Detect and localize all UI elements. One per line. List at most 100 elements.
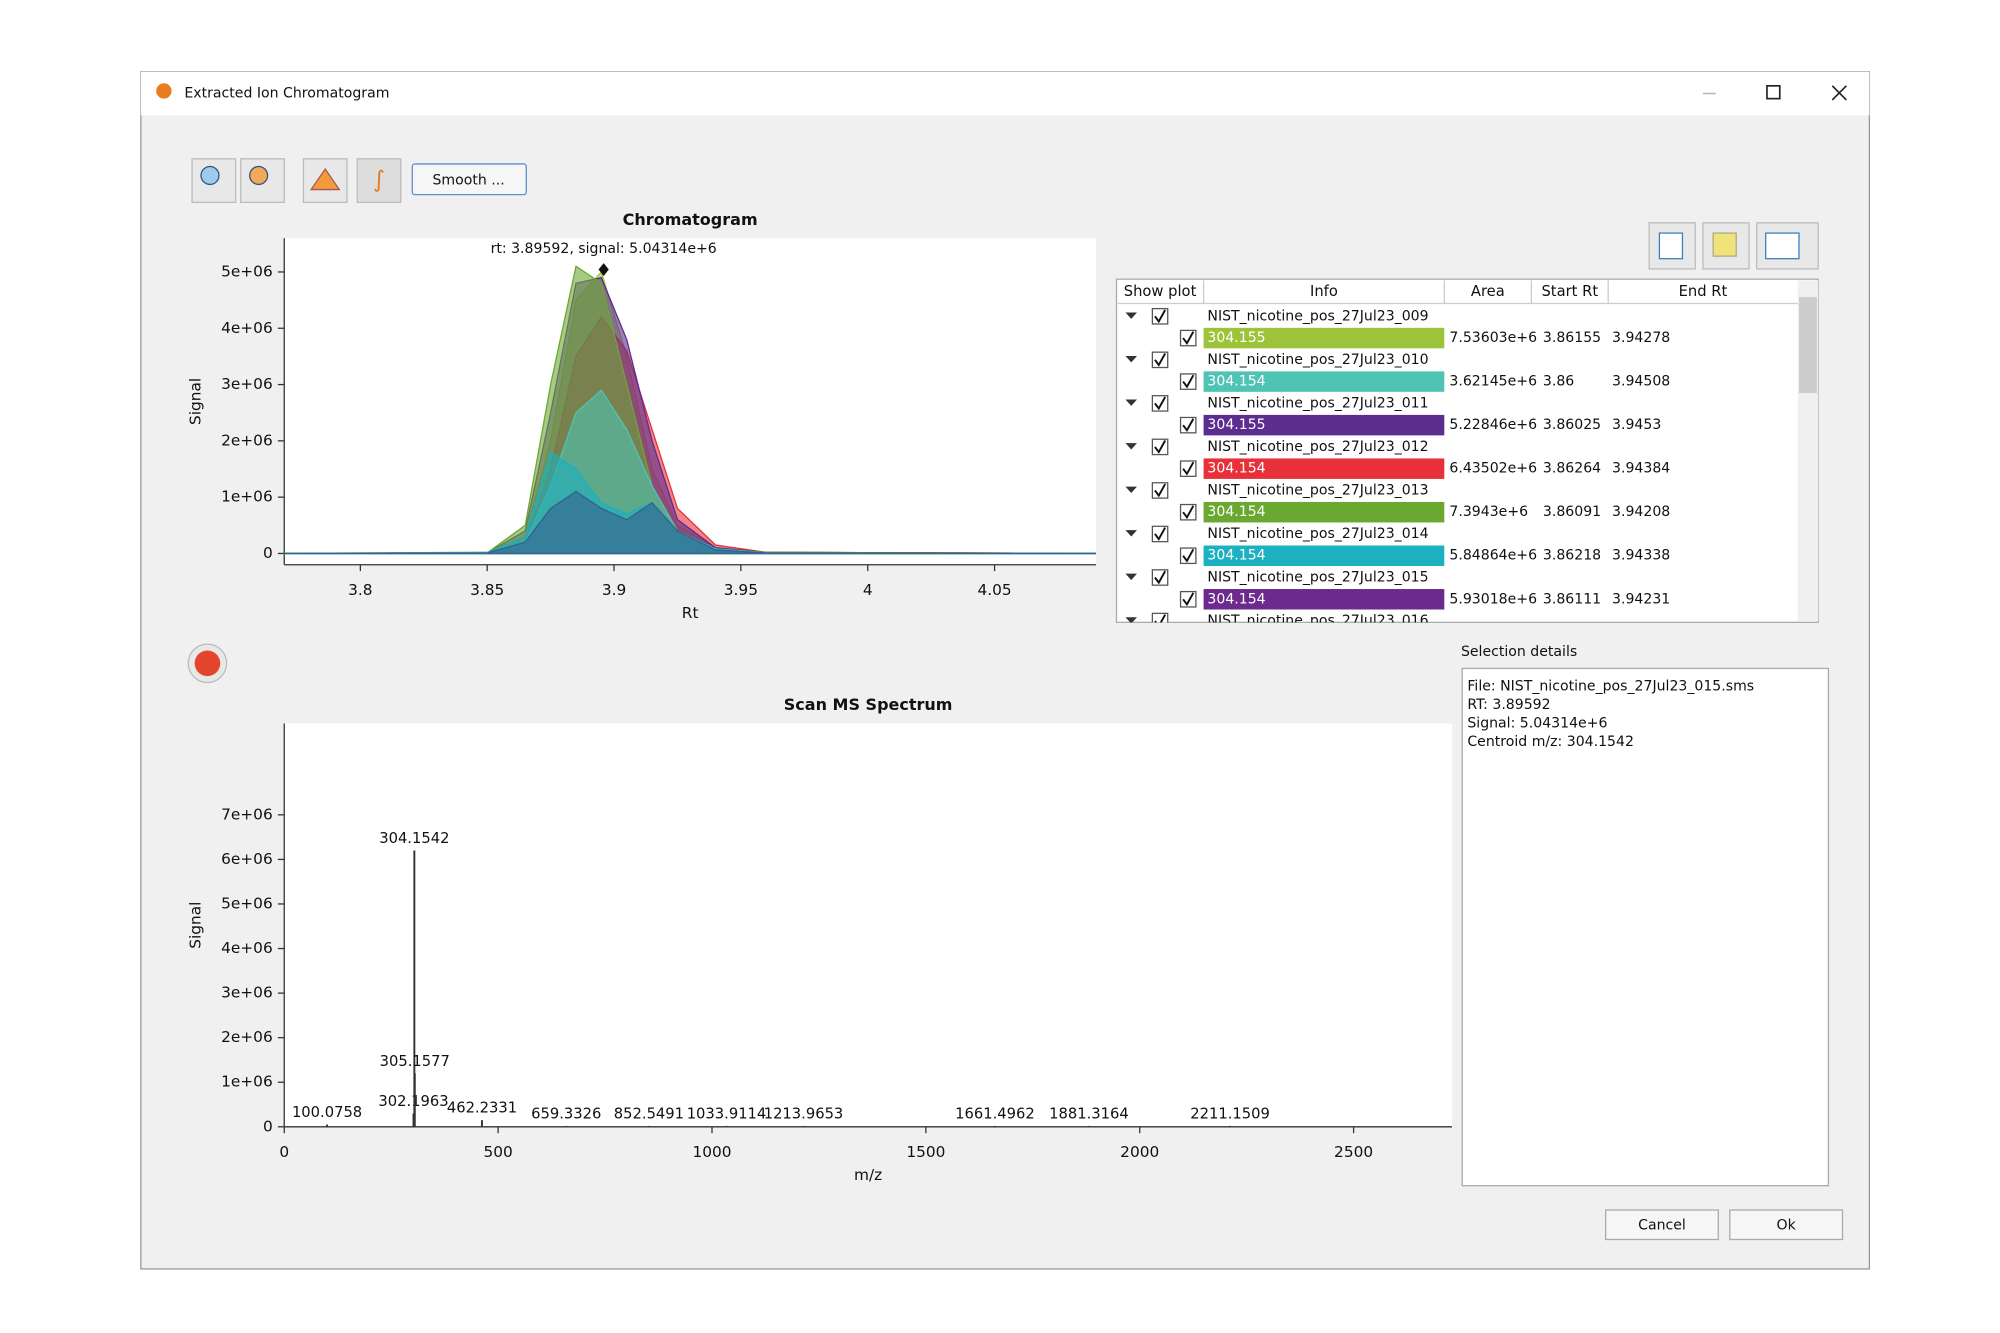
x-axis-label: Rt <box>682 604 699 622</box>
end-rt: 3.94208 <box>1612 504 1670 520</box>
check <box>1182 374 1195 389</box>
x-tick-label: 3.95 <box>724 581 758 599</box>
cancel-button[interactable] <box>1604 1209 1719 1241</box>
file-name: NIST_nicotine_pos_27Jul23_013 <box>1207 482 1428 498</box>
check <box>1182 505 1195 520</box>
file-name: NIST_nicotine_pos_27Jul23_009 <box>1207 308 1428 324</box>
expander[interactable] <box>1125 617 1138 623</box>
start-rt: 3.86111 <box>1543 591 1601 607</box>
start-rt: 3.86264 <box>1543 461 1601 477</box>
area: 5.22846e+6 <box>1449 417 1537 433</box>
check <box>1154 440 1167 454</box>
area: 5.84864e+6 <box>1449 548 1537 564</box>
mz: 304.155 <box>1207 330 1265 346</box>
peak-label: 1033.9114 <box>687 1105 767 1122</box>
color-swatch <box>1203 414 1445 436</box>
check <box>1182 461 1195 476</box>
x-tick-label: 2000 <box>1120 1143 1159 1161</box>
x-tick-label: 0 <box>279 1143 289 1161</box>
expander[interactable] <box>1125 443 1138 450</box>
start-rt: 3.86155 <box>1543 330 1601 346</box>
window-title: Extracted Ion Chromatogram <box>184 86 389 102</box>
mz: 304.154 <box>1207 504 1265 520</box>
file-name: NIST_nicotine_pos_27Jul23_012 <box>1207 439 1428 455</box>
y-tick-label: 1e+06 <box>221 1073 273 1091</box>
expander[interactable] <box>1125 530 1138 537</box>
mz: 304.154 <box>1207 374 1265 390</box>
color-swatch <box>1203 327 1445 349</box>
expander[interactable] <box>1125 573 1138 581</box>
annotation: rt: 3.89592, signal: 5.04314e+6 <box>491 241 717 257</box>
end-rt: 3.94231 <box>1612 591 1670 607</box>
check <box>1182 548 1195 563</box>
y-tick-label: 0 <box>263 544 273 562</box>
spectrum-plot <box>284 723 1452 1127</box>
peak-label: 1213.9653 <box>764 1105 844 1122</box>
check <box>1154 352 1167 367</box>
y-tick-label: 5e+06 <box>221 894 273 912</box>
table-tools <box>1648 222 1819 270</box>
expander[interactable] <box>1125 399 1138 406</box>
start-rt: 3.86218 <box>1543 548 1601 564</box>
integrate-button[interactable] <box>356 158 402 203</box>
y-tick-label: 1e+06 <box>221 488 273 506</box>
expander[interactable] <box>1125 486 1138 494</box>
column-header: End Rt <box>1679 283 1728 300</box>
x-tick-label: 3.8 <box>348 581 372 599</box>
color-swatch <box>1203 501 1445 523</box>
button-label: Cancel <box>1638 1217 1686 1233</box>
checkbox[interactable] <box>1151 612 1169 628</box>
peak-marker <box>598 263 609 276</box>
icon <box>309 167 341 191</box>
color-swatch <box>1203 589 1445 610</box>
window-controls[interactable] <box>1702 85 1847 101</box>
peak-label: 659.3326 <box>531 1105 601 1122</box>
icon <box>200 165 220 186</box>
end-rt: 3.94338 <box>1612 548 1670 564</box>
column-header: Area <box>1471 283 1505 300</box>
detail-line: RT: 3.89592 <box>1467 697 1550 713</box>
x-axis-label: m/z <box>854 1166 882 1184</box>
chromatogram-plot <box>284 238 1097 565</box>
end-rt: 3.94384 <box>1612 461 1670 477</box>
y-tick-label: 4e+06 <box>221 939 273 957</box>
peak-label: 462.2331 <box>447 1100 517 1117</box>
area: 5.93018e+6 <box>1449 591 1537 607</box>
y-tick-label: 3e+06 <box>221 984 273 1002</box>
x-tick-label: 3.9 <box>602 581 626 599</box>
icon <box>1712 232 1737 257</box>
check <box>1154 527 1167 541</box>
y-tick-label: 4e+06 <box>221 319 273 337</box>
file-name: NIST_nicotine_pos_27Jul23_010 <box>1207 352 1428 368</box>
color-swatch <box>1203 371 1445 392</box>
ok-button[interactable] <box>1729 1209 1844 1241</box>
scroll-thumb[interactable] <box>1798 297 1817 394</box>
file-name: NIST_nicotine_pos_27Jul23_011 <box>1207 395 1428 411</box>
y-tick-label: 0 <box>263 1117 273 1135</box>
details-box <box>1461 667 1830 1187</box>
x-tick-label: 4.05 <box>977 581 1011 599</box>
x-tick-label: 3.85 <box>470 581 504 599</box>
check <box>1182 592 1195 607</box>
x-tick-label: 1000 <box>692 1143 731 1161</box>
end-rt: 3.94278 <box>1612 330 1670 346</box>
y-axis-label: Signal <box>186 378 204 425</box>
smooth-button[interactable] <box>411 163 527 196</box>
y-tick-label: 7e+06 <box>221 805 273 823</box>
area: 7.53603e+6 <box>1449 330 1537 346</box>
start-rt: 3.86025 <box>1543 417 1601 433</box>
file-name: NIST_nicotine_pos_27Jul23_014 <box>1207 526 1428 542</box>
x-tick-label: 500 <box>483 1143 512 1161</box>
icon <box>1765 232 1800 260</box>
x-tick-label: 4 <box>863 581 873 599</box>
area <box>284 490 1097 555</box>
title-bar <box>140 71 1870 116</box>
y-tick-label: 6e+06 <box>221 850 273 868</box>
expander[interactable] <box>1125 356 1138 363</box>
check <box>1154 614 1167 623</box>
peak-label: 1881.3164 <box>1049 1105 1129 1122</box>
toolbar: ∫ Smooth ... <box>191 158 527 203</box>
icon: ∫ <box>373 167 385 193</box>
expander[interactable] <box>1125 312 1138 319</box>
